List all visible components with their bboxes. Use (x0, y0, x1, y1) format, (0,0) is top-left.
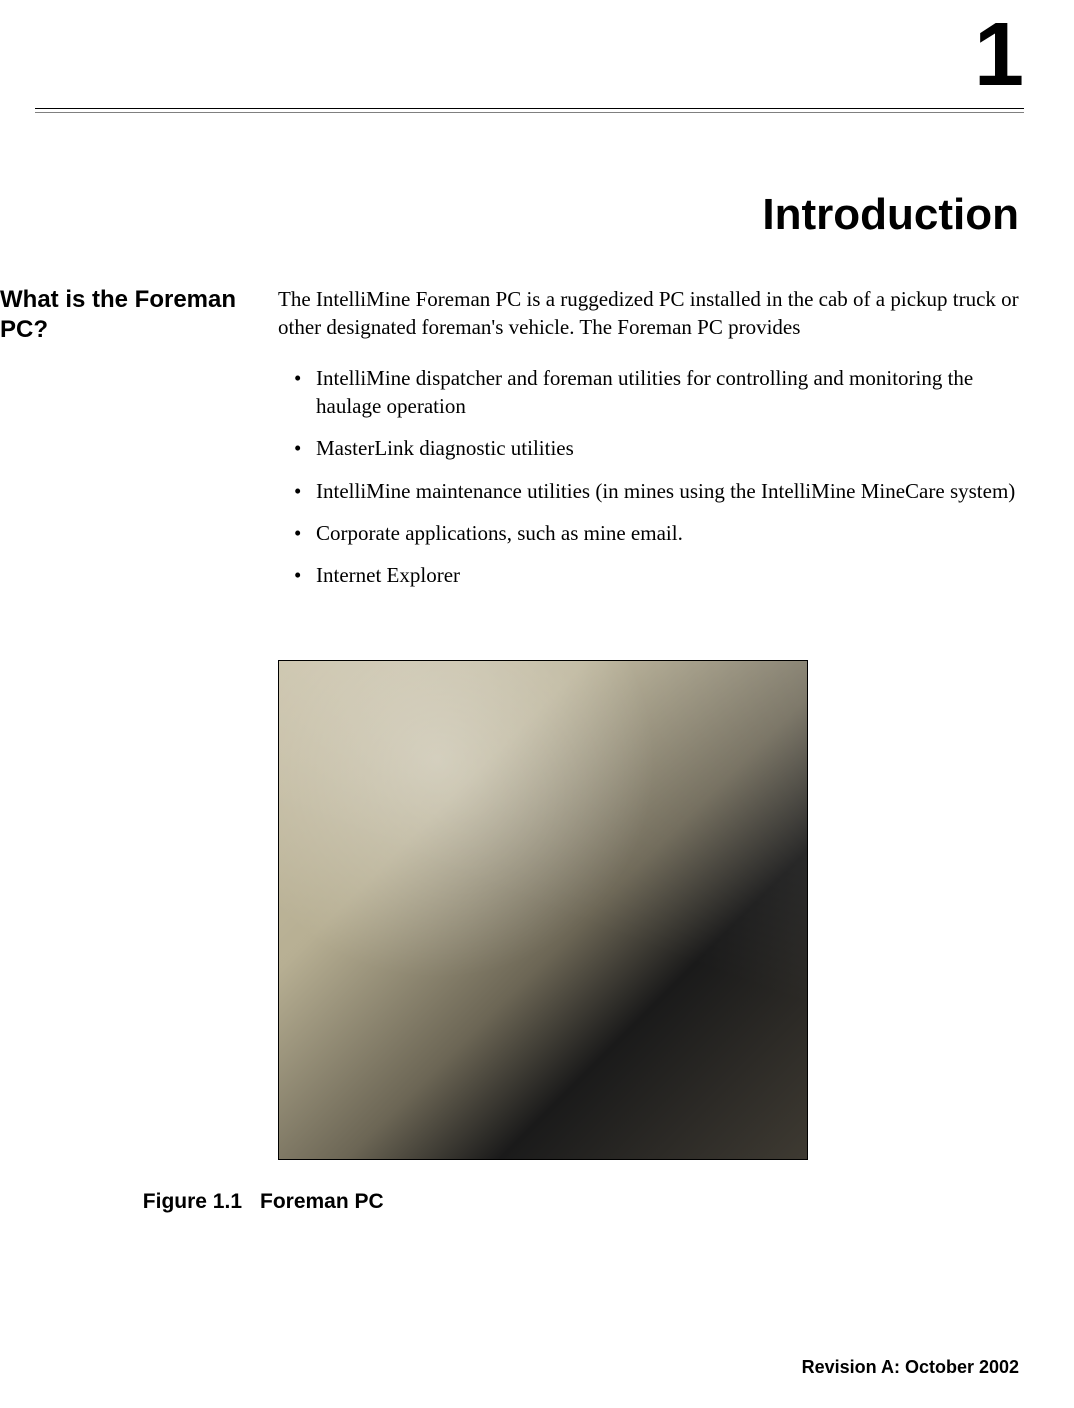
figure-label: Figure 1.1 (0, 1190, 260, 1214)
list-item: Internet Explorer (300, 561, 1019, 589)
chapter-number: 1 (974, 10, 1024, 100)
section-heading: What is the Foreman PC? (0, 285, 250, 345)
figure (278, 660, 808, 1160)
figure-caption-row: Figure 1.1 Foreman PC (0, 1190, 1019, 1214)
figure-caption: Foreman PC (260, 1190, 384, 1214)
footer-revision: Revision A: October 2002 (802, 1357, 1019, 1378)
list-item: Corporate applications, such as mine ema… (300, 519, 1019, 547)
section-rule (35, 108, 1024, 113)
figure-image (278, 660, 808, 1160)
chapter-title: Introduction (762, 190, 1019, 240)
intro-paragraph: The IntelliMine Foreman PC is a ruggediz… (278, 285, 1019, 342)
list-item: MasterLink diagnostic utilities (300, 434, 1019, 462)
bullet-list: IntelliMine dispatcher and foreman utili… (278, 364, 1019, 590)
list-item: IntelliMine maintenance utilities (in mi… (300, 477, 1019, 505)
list-item: IntelliMine dispatcher and foreman utili… (300, 364, 1019, 421)
body-column: The IntelliMine Foreman PC is a ruggediz… (278, 285, 1019, 604)
